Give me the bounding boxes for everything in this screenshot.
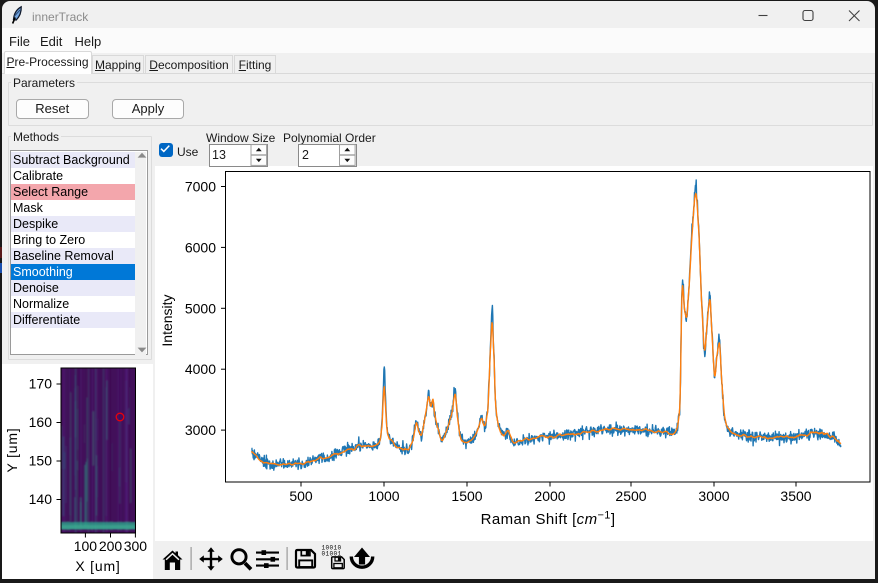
svg-text:150: 150 xyxy=(29,453,53,469)
svg-text:7000: 7000 xyxy=(185,179,216,195)
svg-text:5000: 5000 xyxy=(185,300,216,316)
svg-text:6000: 6000 xyxy=(185,239,216,255)
svg-text:3000: 3000 xyxy=(698,488,729,504)
svg-text:170: 170 xyxy=(29,376,53,392)
svg-text:3000: 3000 xyxy=(185,422,216,438)
svg-text:01001: 01001 xyxy=(322,550,342,557)
svg-text:10010: 10010 xyxy=(322,545,342,552)
svg-text:300: 300 xyxy=(124,538,148,554)
svg-text:X [um]: X [um] xyxy=(75,558,120,574)
svg-text:1500: 1500 xyxy=(451,488,482,504)
svg-text:Y [um]: Y [um] xyxy=(4,427,20,472)
svg-text:100: 100 xyxy=(74,538,98,554)
svg-text:2000: 2000 xyxy=(534,488,565,504)
svg-text:Intensity: Intensity xyxy=(159,294,175,346)
svg-text:3500: 3500 xyxy=(780,488,811,504)
svg-text:140: 140 xyxy=(29,491,53,507)
svg-text:4000: 4000 xyxy=(185,361,216,377)
svg-text:500: 500 xyxy=(289,488,313,504)
svg-text:160: 160 xyxy=(29,414,53,430)
svg-text:Raman Shift [cm−1]: Raman Shift [cm−1] xyxy=(481,510,616,529)
svg-text:2500: 2500 xyxy=(615,488,646,504)
svg-text:1000: 1000 xyxy=(368,488,399,504)
svg-text:200: 200 xyxy=(99,538,123,554)
